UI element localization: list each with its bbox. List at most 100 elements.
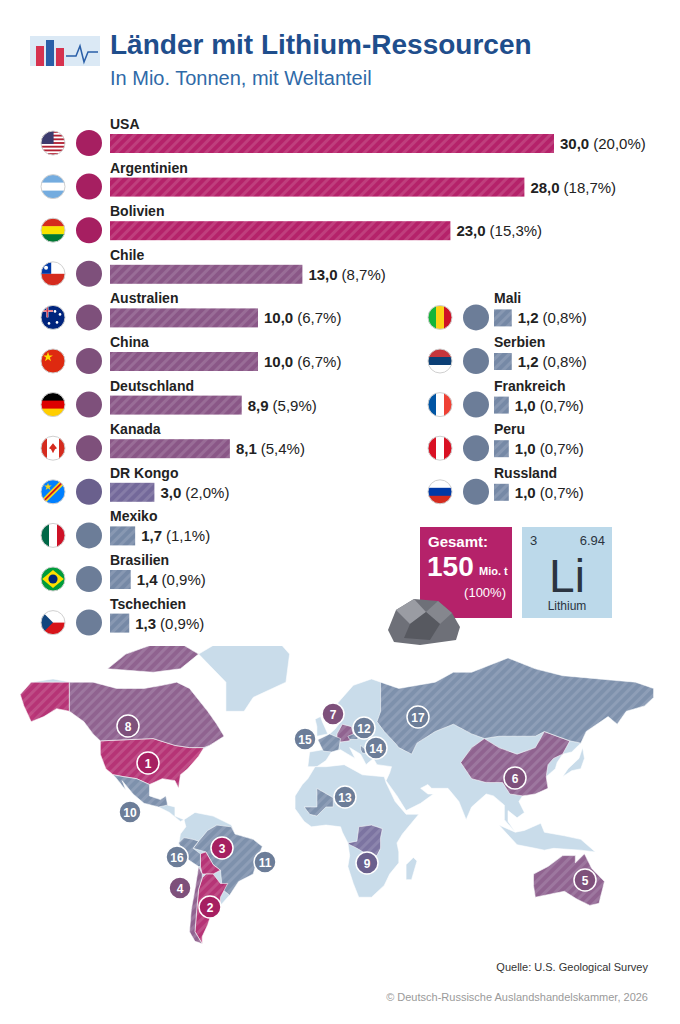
map-marker-label: 16 xyxy=(170,851,184,865)
flag-part xyxy=(42,570,64,588)
bar xyxy=(494,309,512,326)
map-marker xyxy=(294,728,316,750)
flag xyxy=(41,131,65,155)
map-marker xyxy=(353,717,375,739)
map-markers: 1234567891011121314151617 xyxy=(117,703,596,918)
flag-clip xyxy=(41,523,66,547)
share-label: (6,7%) xyxy=(297,309,341,326)
bars-left xyxy=(110,134,554,633)
flag-clip xyxy=(41,262,65,286)
map-marker xyxy=(199,896,221,918)
share-label: (15,3%) xyxy=(490,222,543,239)
flag-border xyxy=(41,131,65,155)
flag-clip xyxy=(428,305,453,329)
logo-bg xyxy=(30,36,100,66)
map-marker xyxy=(137,752,159,774)
source: Quelle: U.S. Geological Survey xyxy=(496,961,648,973)
bar xyxy=(110,439,230,458)
share-label: (5,4%) xyxy=(261,440,305,457)
map-marker xyxy=(119,801,141,823)
category-label: Deutschland xyxy=(110,378,194,394)
flag-clip xyxy=(41,349,65,373)
data-label: 8,9(5,9%) xyxy=(248,397,317,414)
flag-border xyxy=(428,305,452,329)
flag xyxy=(428,480,452,505)
land xyxy=(20,679,224,822)
logo-shape xyxy=(36,46,44,66)
rank-circle xyxy=(76,479,102,505)
flag-border xyxy=(41,567,65,591)
bar xyxy=(110,483,154,502)
flag-part xyxy=(54,310,57,313)
rank-circle xyxy=(76,304,102,330)
share-label: (0,8%) xyxy=(543,353,587,370)
rank-circle xyxy=(463,479,489,505)
map-marker-label: 14 xyxy=(369,742,383,756)
flag-part xyxy=(44,483,52,490)
flag-part xyxy=(428,305,437,329)
flag-part xyxy=(41,218,65,227)
value-label: 8,1 xyxy=(236,440,257,457)
flag-clip xyxy=(428,349,452,374)
country-shape xyxy=(108,646,199,672)
flag-part xyxy=(41,393,65,402)
category-label: Serbien xyxy=(494,334,545,350)
flag-part xyxy=(436,436,445,460)
title: Länder mit Lithium-Ressourcen xyxy=(110,29,532,60)
category-label: Peru xyxy=(494,421,525,437)
flag-clip xyxy=(41,175,65,200)
flag xyxy=(41,480,65,504)
share-label: (1,1%) xyxy=(166,527,210,544)
flag-border xyxy=(428,436,452,460)
value-label: 1,7 xyxy=(141,527,162,544)
share-label: (0,9%) xyxy=(160,615,204,632)
flag-part xyxy=(41,567,65,591)
flag-border xyxy=(41,523,65,547)
flag-part xyxy=(428,393,437,417)
bar xyxy=(110,221,450,240)
element-number: 3 xyxy=(530,533,537,548)
flag-part xyxy=(428,349,452,358)
rank-circle xyxy=(463,348,489,374)
flag-part xyxy=(41,480,65,504)
flag-border xyxy=(41,611,65,635)
element-box: 36.94LiLithium xyxy=(522,527,612,618)
flag-clip xyxy=(41,480,65,504)
map-marker-label: 7 xyxy=(330,708,337,722)
flag xyxy=(41,175,65,200)
value-label: 1,3 xyxy=(135,615,156,632)
data-label: 1,0(0,7%) xyxy=(515,440,584,457)
flag-clip xyxy=(428,480,452,505)
value-label: 10,0 xyxy=(264,309,293,326)
flag-part xyxy=(41,436,65,460)
flag-part xyxy=(41,480,65,504)
flag-part xyxy=(44,266,48,270)
value-label: 13,0 xyxy=(308,266,337,283)
map-marker-label: 12 xyxy=(357,722,371,736)
flag-clip xyxy=(428,436,453,460)
flag-part xyxy=(56,321,59,324)
share-label: (0,7%) xyxy=(540,440,584,457)
land xyxy=(108,646,199,672)
land xyxy=(406,857,417,879)
category-label: Australien xyxy=(110,290,178,306)
bar xyxy=(494,397,509,414)
value-label: 28,0 xyxy=(530,179,559,196)
total-share: (100%) xyxy=(464,585,506,600)
rank-circle xyxy=(76,392,102,418)
value-label: 1,0 xyxy=(515,484,536,501)
flag-part xyxy=(428,436,437,460)
data-label: 8,1(5,4%) xyxy=(236,440,305,457)
flag-part xyxy=(436,305,445,329)
country-shape xyxy=(113,775,168,807)
rock xyxy=(388,599,460,645)
value-label: 1,4 xyxy=(137,571,159,588)
country-shape xyxy=(377,658,654,754)
flag-part xyxy=(41,523,50,547)
rank-circle xyxy=(76,217,102,243)
share-label: (2,0%) xyxy=(185,484,229,501)
map-marker-label: 10 xyxy=(123,806,137,820)
copyright: © Deutsch-Russische Auslandshandelskamme… xyxy=(386,991,648,1003)
share-label: (20,0%) xyxy=(593,135,646,152)
flag-border xyxy=(41,262,65,286)
